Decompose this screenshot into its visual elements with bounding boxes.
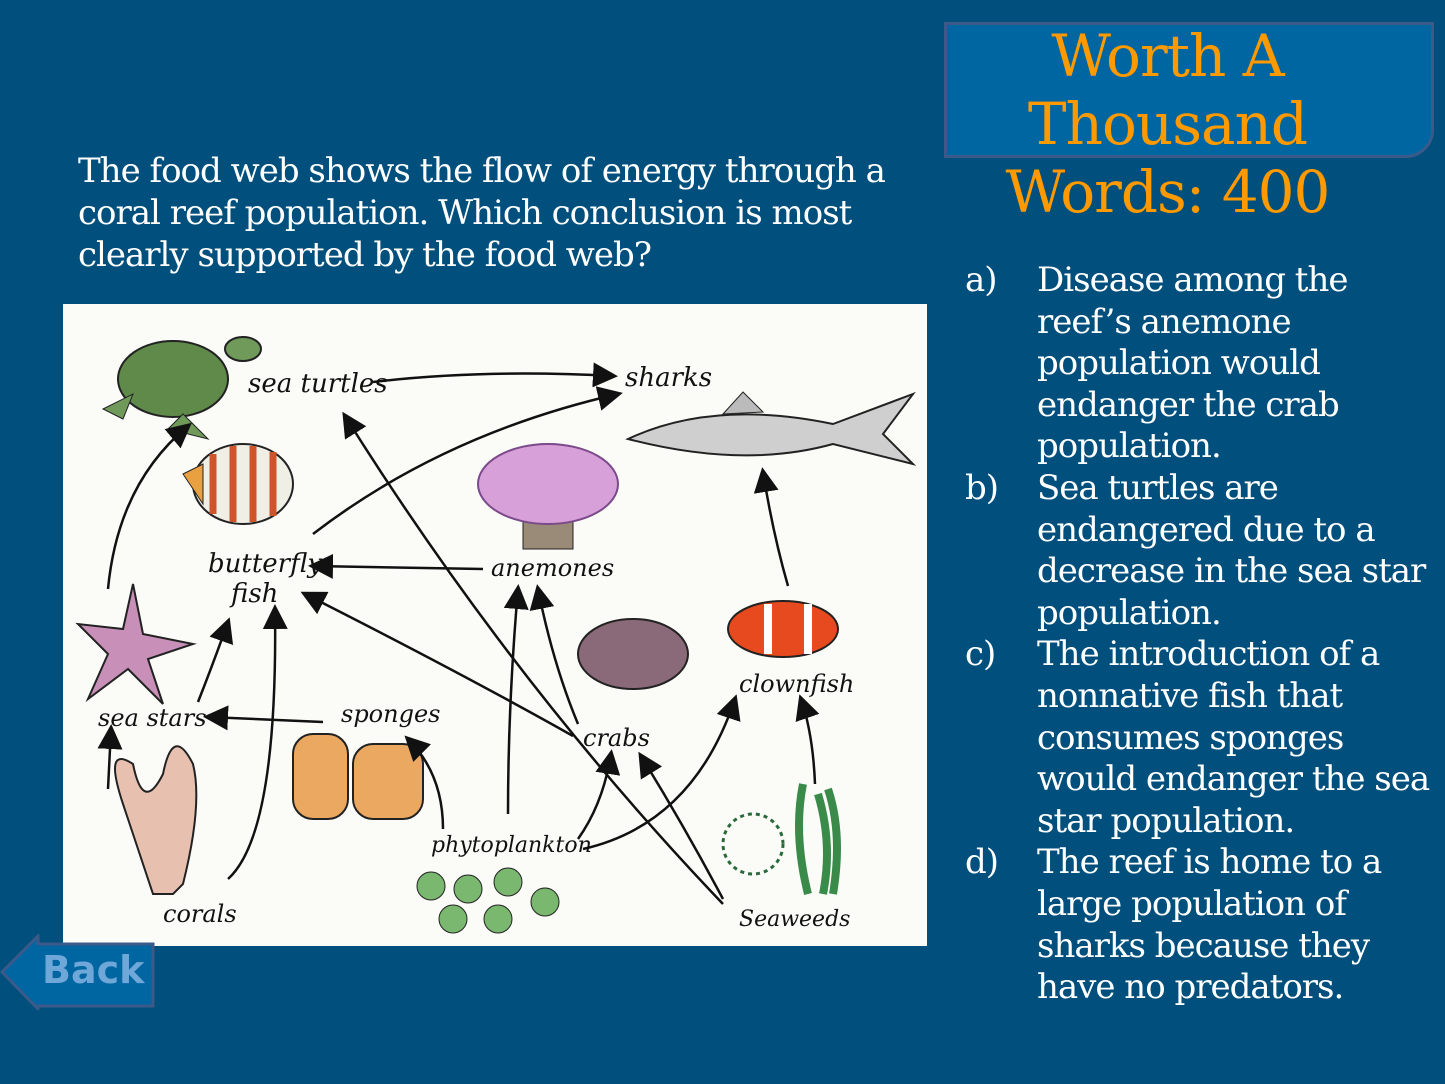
answer-c[interactable]: c) The introduction of a nonnative fish t…	[965, 634, 1435, 842]
arrow-crabs-butterflyfish	[300, 591, 574, 738]
back-button-label[interactable]: Back	[42, 948, 145, 992]
answer-text: The introduction of a nonnative fish tha…	[1037, 634, 1430, 841]
label-sharks: sharks	[625, 363, 712, 393]
anemone-drawing	[477, 443, 619, 550]
back-button[interactable]	[0, 934, 156, 1010]
arrow-butterflyfish-sharks	[312, 386, 623, 535]
answer-d[interactable]: d) The reef is home to a large population…	[965, 842, 1435, 1008]
answer-letter: a)	[965, 260, 998, 300]
arrow-seaweeds-crabs	[638, 751, 725, 900]
clownfish-drawing	[727, 600, 839, 658]
answer-a[interactable]: a) Disease among the reef’s anemone popul…	[965, 260, 1435, 468]
sea-turtle-drawing	[101, 336, 262, 440]
label-sponges: sponges	[341, 700, 440, 728]
arrow-phytoplankton-crabs	[576, 749, 621, 840]
arrow-phytoplankton-clownfish	[582, 694, 741, 851]
crab-drawing	[577, 618, 689, 690]
arrow-seaweeds-clownfish	[795, 694, 820, 785]
answer-letter: c)	[965, 634, 996, 675]
label-sea-stars: sea stars	[98, 704, 207, 732]
slide-title: Worth A Thousand Words: 400	[905, 22, 1430, 226]
answer-text: Disease among the reef’s anemone populat…	[1037, 260, 1348, 467]
arrow-corals-seastars	[97, 724, 123, 790]
back-arrow-icon	[0, 934, 155, 1010]
arrow-sponges-seastars	[203, 705, 324, 731]
arrow-phytoplankton-anemones	[503, 584, 529, 815]
sponge-drawing	[292, 733, 424, 820]
arrow-clownfish-sharks	[753, 467, 790, 587]
coral-drawing	[114, 745, 198, 895]
label-corals: corals	[163, 900, 237, 928]
label-phytoplankton: phytoplankton	[431, 833, 592, 858]
seaweed-drawing	[721, 783, 841, 895]
answer-text: The reef is home to a large population o…	[1037, 842, 1382, 1008]
arrow-turtles-sharks	[372, 362, 618, 388]
arrow-phytoplankton-sponges	[404, 735, 445, 830]
answer-letter: b)	[965, 467, 999, 508]
shark-drawing	[625, 391, 917, 466]
food-web-diagram: sea turtles sharks butterfly fish anemon…	[75, 336, 917, 934]
title-box	[944, 22, 1434, 158]
sea-star-drawing	[75, 583, 197, 705]
food-web-image: sea turtles sharks butterfly fish anemon…	[63, 304, 927, 946]
label-seaweeds: Seaweeds	[739, 907, 850, 932]
label-sea-turtles: sea turtles	[248, 369, 388, 399]
label-anemones: anemones	[491, 554, 614, 582]
butterfly-fish-drawing	[182, 443, 294, 525]
title-line-1: Worth A Thousand	[1027, 22, 1308, 158]
arrow-seastars-turtles	[106, 422, 192, 590]
label-crabs: crabs	[583, 724, 650, 752]
arrow-corals-butterflyfish	[227, 604, 288, 880]
title-line-2: Words: 400	[1005, 158, 1331, 226]
arrow-seaweeds-turtles	[342, 411, 724, 905]
phytoplankton-drawing	[416, 867, 560, 934]
question-text: The food web shows the flow of energy th…	[78, 151, 886, 275]
arrow-crabs-anemones	[529, 584, 580, 725]
answer-b[interactable]: b) Sea turtles are endangered due to a de…	[965, 468, 1435, 634]
arrow-seastars-butterflyfish	[196, 617, 234, 703]
label-clownfish: clownfish	[739, 670, 854, 698]
label-butterfly-fish: butterfly	[208, 549, 322, 579]
energy-flow-arrows	[97, 362, 820, 905]
label-butterfly-fish-2: fish	[229, 579, 278, 609]
answer-letter: d)	[965, 842, 999, 883]
arrow-anemones-butterflyfish	[308, 553, 484, 579]
answer-choices: a) Disease among the reef’s anemone popul…	[965, 260, 1435, 1009]
answer-text: Sea turtles are endangered due to a decr…	[1037, 467, 1426, 633]
